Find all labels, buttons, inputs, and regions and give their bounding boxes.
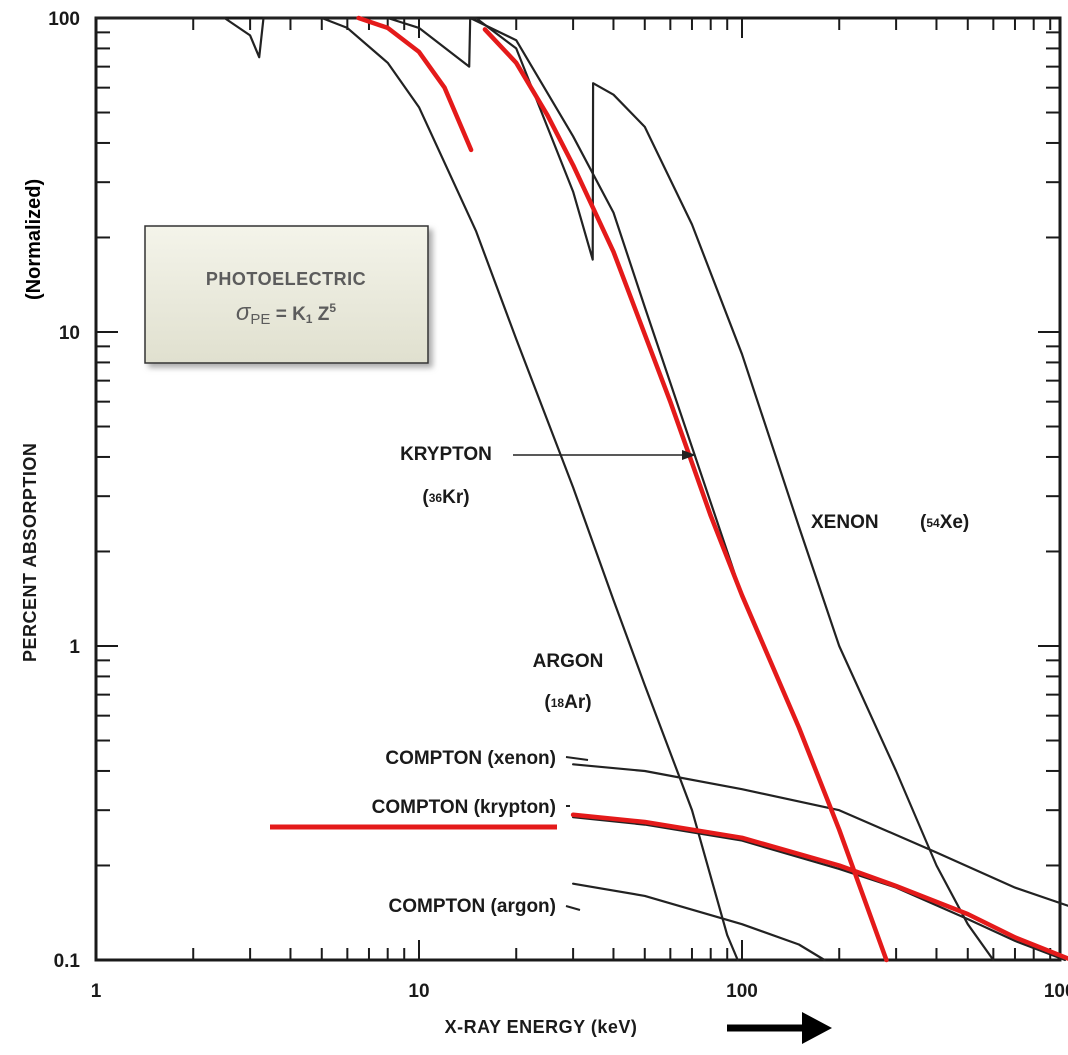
series-argon [94, 16, 739, 962]
krypton-label: KRYPTON [400, 444, 492, 465]
x-axis-title: X-RAY ENERGY (keV) [445, 1017, 638, 1037]
axis-tick-labels: 1 10 100 1000 0.1 1 10 100 [48, 9, 1068, 1002]
y-tick-label: 100 [48, 9, 80, 30]
compton-argon-leader [565, 905, 581, 911]
series-compton-krypton [572, 816, 1067, 962]
y-tick-label: 0.1 [54, 951, 81, 972]
argon-label: ARGON [533, 651, 604, 672]
xenon-label: XENON [811, 512, 879, 533]
krypton-symbol-label: (36Kr) [422, 487, 469, 508]
y-axis-title: PERCENT ABSORPTION [20, 443, 40, 662]
annotation-title: PHOTOELECTRIC [206, 269, 366, 289]
photoelectric-annotation: PHOTOELECTRIC σPE = K1 Z5 [144, 225, 429, 364]
x-tick-label: 1000 [1044, 981, 1068, 1002]
plot-frame [94, 16, 1062, 962]
axis-ticks [95, 17, 1060, 961]
curve-labels: KRYPTON (36Kr) XENON (54Xe) ARGON (18Ar)… [372, 444, 970, 917]
x-tick-label: 1 [91, 981, 102, 1002]
compton-argon-label: COMPTON (argon) [389, 896, 556, 917]
series-compton-xenon [572, 763, 1068, 907]
series-krypton-overlay [356, 15, 474, 153]
series-compton-krypton-overlay [570, 812, 1068, 961]
y-axis-normalized-note: (Normalized) [23, 179, 45, 300]
x-axis-direction-arrow [727, 1012, 832, 1044]
y-tick-label: 10 [59, 323, 80, 344]
annotation-formula: σPE = K1 Z5 [236, 299, 336, 328]
compton-xenon-label: COMPTON (xenon) [385, 748, 556, 769]
x-tick-label: 10 [408, 981, 429, 1002]
x-arrow-head [802, 1012, 832, 1044]
series-krypton-overlay-upper [482, 27, 889, 963]
series-xenon [386, 16, 995, 962]
xenon-symbol-label: (54Xe) [920, 512, 969, 533]
annotation-box [144, 225, 429, 364]
krypton-leader-arrowhead [682, 450, 696, 460]
series-layer [94, 15, 1068, 963]
x-tick-label: 100 [726, 981, 758, 1002]
compton-krypton-label: COMPTON (krypton) [372, 797, 556, 818]
series-compton-argon [572, 882, 826, 962]
y-tick-label: 1 [69, 637, 80, 658]
leader-lines [270, 450, 696, 911]
argon-symbol-label: (18Ar) [544, 692, 591, 713]
compton-xenon-leader [565, 756, 589, 761]
